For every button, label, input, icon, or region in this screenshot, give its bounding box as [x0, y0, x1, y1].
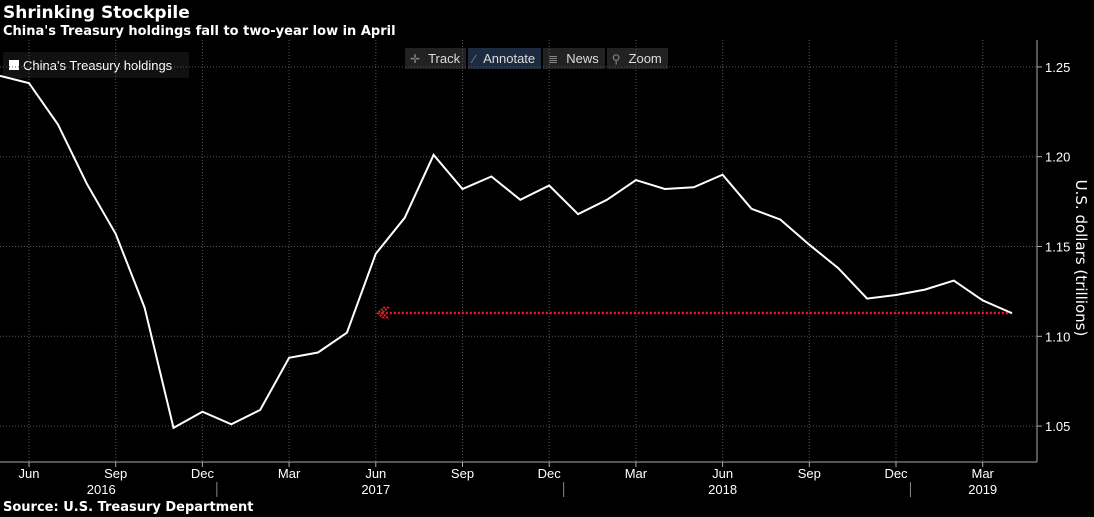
data-point: [1010, 312, 1013, 314]
reference-arrow-marker: [376, 306, 390, 320]
data-point: [259, 409, 262, 411]
data-point: [432, 154, 435, 156]
data-point: [172, 427, 175, 429]
data-point: [288, 357, 290, 359]
data-point: [28, 82, 30, 84]
data-point: [375, 252, 377, 255]
data-point: [981, 299, 984, 302]
data-point: [779, 218, 782, 221]
list-icon: ≣: [548, 51, 559, 66]
x-tick-label: Dec: [538, 466, 562, 481]
y-tick-label: 1.10: [1045, 329, 1070, 344]
y-tick-label: 1.05: [1045, 419, 1070, 434]
chart-toolbar: ✛ Track ∕ Annotate ≣ News ⚲ Zoom: [405, 48, 668, 69]
zoom-label: Zoom: [628, 51, 662, 66]
data-point: [317, 351, 319, 354]
x-tick-label: Sep: [798, 466, 821, 481]
x-tick-label: Sep: [451, 466, 474, 481]
data-point: [692, 186, 695, 189]
data-point: [721, 173, 724, 176]
data-point: [866, 297, 868, 300]
data-point: [953, 279, 955, 282]
x-tick-label: Jun: [712, 466, 733, 481]
data-point: [664, 188, 666, 190]
y-tick-label: 1.15: [1045, 240, 1070, 255]
x-tick-label: Dec: [884, 466, 908, 481]
news-label: News: [566, 51, 599, 66]
y-tick-label: 1.20: [1045, 150, 1070, 165]
data-point: [519, 199, 522, 201]
data-point: [750, 208, 753, 210]
track-button[interactable]: ✛ Track: [405, 48, 467, 69]
x-tick-label: Sep: [104, 466, 127, 481]
data-point: [606, 199, 608, 201]
x-tick-label: Jun: [365, 466, 386, 481]
data-point: [924, 288, 926, 291]
data-point: [230, 423, 233, 426]
data-point: [808, 243, 811, 246]
x-tick-label: Jun: [19, 466, 40, 481]
series-line: [0, 74, 1012, 430]
legend: China's Treasury holdings: [3, 52, 189, 78]
pencil-icon: ∕: [473, 51, 476, 66]
data-point: [461, 188, 464, 190]
year-label: 2016: [87, 482, 116, 497]
source-note: Source: U.S. Treasury Department: [3, 500, 254, 515]
data-point: [346, 331, 348, 334]
y-tick-label: 1.25: [1045, 60, 1070, 75]
year-label: 2019: [968, 482, 997, 497]
data-point: [548, 184, 550, 187]
track-label: Track: [428, 51, 461, 66]
data-point: [837, 267, 839, 269]
data-point: [86, 182, 88, 185]
legend-label: China's Treasury holdings: [23, 57, 173, 73]
data-point: [57, 123, 59, 126]
y-axis-title: U.S. dollars (trillions): [1072, 180, 1090, 337]
year-label: 2017: [361, 482, 390, 497]
x-tick-label: Dec: [191, 466, 215, 481]
data-point: [635, 179, 637, 181]
news-button[interactable]: ≣ News: [543, 48, 605, 69]
data-point: [201, 410, 204, 413]
data-point: [895, 294, 897, 296]
crosshair-icon: ✛: [410, 51, 421, 66]
legend-swatch: [9, 60, 19, 70]
data-point: [143, 306, 146, 309]
data-point: [403, 217, 406, 219]
year-label: 2018: [708, 482, 737, 497]
annotate-label: Annotate: [483, 51, 536, 66]
x-tick-label: Mar: [625, 466, 648, 481]
data-point: [0, 75, 1, 77]
data-point: [114, 233, 117, 235]
magnifier-icon: ⚲: [611, 51, 621, 66]
annotate-button[interactable]: ∕ Annotate: [468, 48, 542, 69]
data-point: [577, 213, 579, 215]
zoom-button[interactable]: ⚲ Zoom: [606, 48, 668, 69]
x-tick-label: Mar: [972, 466, 995, 481]
chart-title: Shrinking Stockpile: [3, 3, 190, 23]
data-point: [490, 175, 493, 178]
chart-subtitle: China's Treasury holdings fall to two-ye…: [3, 24, 396, 39]
x-tick-label: Mar: [278, 466, 301, 481]
